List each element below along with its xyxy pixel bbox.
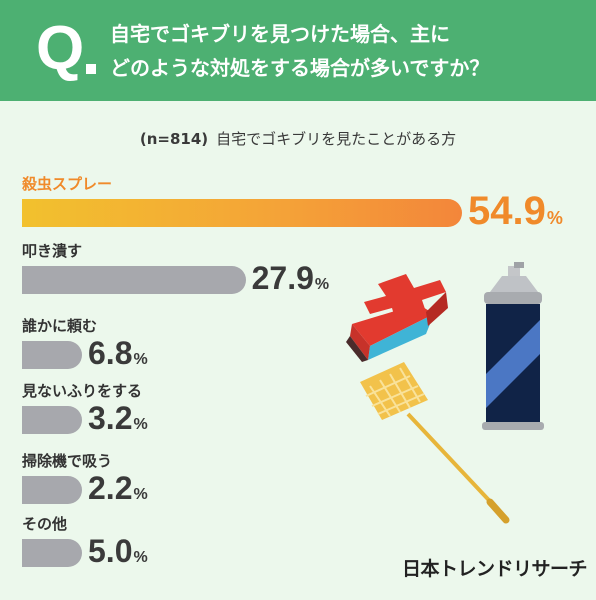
data-label: 54.9% [468, 189, 563, 234]
data-label-unit: % [133, 486, 148, 503]
question-line-1: 自宅でゴキブリを見つけた場合、主に [110, 22, 450, 46]
bar [22, 539, 82, 567]
bar [22, 476, 82, 504]
respondent-description: 自宅でゴキブリを見たことがある方 [216, 130, 457, 148]
category-label: 見ないふりをする [22, 382, 143, 400]
data-label-unit: % [133, 351, 148, 368]
category-label: 叩き潰す [22, 242, 83, 260]
data-label-unit: % [314, 276, 330, 293]
data-label: 27.9% [252, 260, 330, 297]
brand-logo: 日本トレンドリサーチ [402, 558, 588, 580]
category-label: 殺虫スプレー [22, 175, 113, 193]
data-label: 5.0% [88, 533, 148, 570]
data-label-unit: % [133, 416, 148, 433]
bar [22, 341, 82, 369]
sample-size: (n=814) [139, 130, 209, 148]
category-label: その他 [22, 515, 68, 533]
category-label: 誰かに頼む [22, 317, 98, 335]
data-label-value: 6.8 [88, 335, 133, 371]
category-label: 掃除機で吸う [22, 452, 113, 470]
data-label-unit: % [133, 549, 148, 566]
question-header: Q 自宅でゴキブリを見つけた場合、主に どのような対処をする場合が多いですか？ [0, 0, 596, 101]
bar [22, 266, 246, 294]
data-label-value: 54.9 [468, 189, 546, 233]
data-label: 6.8% [88, 335, 148, 372]
data-label-unit: % [546, 208, 563, 228]
data-label: 2.2% [88, 470, 148, 507]
question-marker: Q [36, 14, 85, 83]
spray-can-icon [482, 262, 544, 430]
data-label-value: 3.2 [88, 400, 133, 436]
data-label: 3.2% [88, 400, 148, 437]
bar [22, 199, 462, 227]
chart-subtitle: (n=814) 自宅でゴキブリを見たことがある方 [0, 128, 596, 149]
data-label-value: 27.9 [251, 260, 314, 296]
illustrations [346, 262, 544, 524]
dustpan-icon [346, 274, 448, 362]
fly-swatter-icon [360, 362, 510, 524]
data-label-value: 2.2 [88, 470, 133, 506]
data-label-value: 5.0 [88, 533, 133, 569]
question-marker-dot [86, 64, 96, 74]
bar [22, 406, 82, 434]
question-line-2: どのような対処をする場合が多いですか？ [110, 56, 490, 80]
